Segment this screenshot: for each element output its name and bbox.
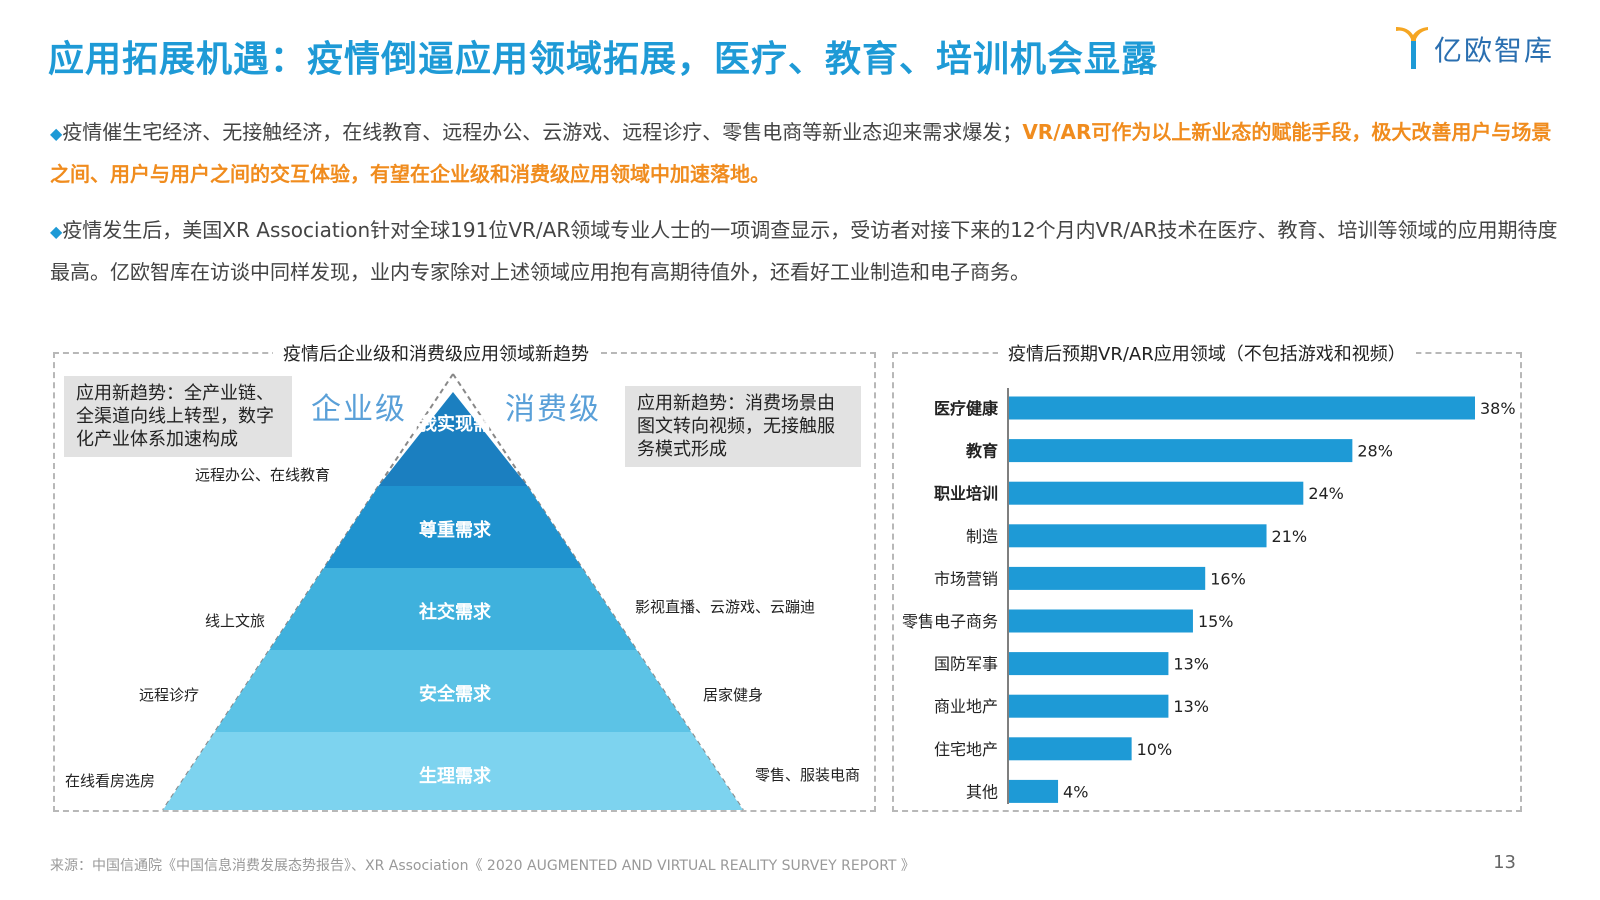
trend-panel: 疫情后企业级和消费级应用领域新趋势 自我实现需求 尊重需求 社交需求 安全需求 … — [53, 340, 876, 812]
bar-4 — [1009, 566, 1206, 590]
pyramid-level-safety — [214, 650, 692, 732]
enterprise-item-3: 远程诊疗 — [139, 686, 200, 704]
enterprise-label: 企业级 — [311, 392, 407, 427]
value-label: 28% — [1357, 442, 1393, 461]
value-label: 4% — [1063, 782, 1088, 801]
bar-2 — [1009, 481, 1304, 505]
pyramid-label-4: 安全需求 — [419, 684, 491, 705]
category-label: 国防军事 — [934, 655, 998, 674]
pyramid-label-2: 尊重需求 — [419, 520, 491, 541]
value-label: 13% — [1173, 655, 1209, 674]
chart-panel: 疫情后预期VR/AR应用领域（不包括游戏和视频） 医疗健康 38% 教育 28% 职业培… — [892, 340, 1522, 812]
trend-panel-title: 疫情后企业级和消费级应用领域新趋势 — [273, 340, 599, 366]
enterprise-item-1: 远程办公、在线教育 — [195, 466, 331, 484]
bar-7 — [1009, 694, 1169, 718]
bar-6 — [1009, 652, 1169, 676]
value-label: 16% — [1210, 569, 1246, 588]
category-label: 零售电子商务 — [902, 612, 998, 631]
category-label: 职业培训 — [934, 484, 998, 503]
value-label: 10% — [1137, 740, 1173, 759]
bar-5 — [1009, 609, 1193, 633]
enterprise-item-4: 在线看房选房 — [65, 772, 156, 790]
category-label: 商业地产 — [934, 697, 998, 716]
category-label: 市场营销 — [934, 569, 998, 588]
paragraph-2-text: 疫情发生后，美国XR Association针对全球191位VR/AR领域专业人… — [50, 218, 1558, 284]
paragraph-1-text: 疫情催生宅经济、无接触经济，在线教育、远程办公、云游戏、远程诊疗、零售电商等新业… — [62, 120, 1023, 144]
consumer-item-1: 影视直播、云游戏、云蹦迪 — [635, 598, 816, 616]
pyramid-level-physiological — [163, 732, 743, 810]
page-title: 应用拓展机遇：疫情倒逼应用领域拓展，医疗、教育、培训机会显露 — [48, 39, 1159, 80]
consumer-trend-box: 应用新趋势：消费场景由图文转向视频，无接触服务模式形成 — [625, 386, 861, 467]
pyramid-right-edge — [452, 373, 744, 811]
bullet-icon: ◆ — [50, 124, 63, 143]
bar-1 — [1009, 439, 1353, 463]
category-label: 制造 — [966, 527, 998, 546]
bar-3 — [1009, 524, 1267, 548]
enterprise-item-2: 线上文旅 — [205, 612, 266, 630]
logo-text: 亿欧智库 — [1433, 34, 1554, 67]
pyramid-level-social — [269, 568, 637, 650]
page-number: 13 — [1493, 852, 1516, 873]
value-label: 13% — [1173, 697, 1209, 716]
brand-logo: 亿欧智库 — [1394, 26, 1554, 72]
category-label: 医疗健康 — [934, 399, 999, 418]
category-label: 其他 — [966, 782, 998, 801]
value-label: 15% — [1198, 612, 1234, 631]
enterprise-trend-box: 应用新趋势：全产业链、全渠道向线上转型，数字化产业体系加速构成 — [64, 376, 292, 457]
pyramid-level-self-actualization — [378, 392, 528, 486]
pyramid-left-edge — [162, 373, 454, 811]
pyramid-label-5: 生理需求 — [419, 766, 491, 787]
value-label: 21% — [1272, 527, 1308, 546]
paragraph-1-highlight: VR/AR可作为以上新业态的赋能手段，极大改善用户与场景之间、用户与用户之间的交… — [50, 120, 1552, 186]
pyramid-label-3: 社交需求 — [419, 602, 491, 623]
category-label: 住宅地产 — [934, 740, 998, 759]
consumer-item-2: 居家健身 — [703, 686, 764, 704]
bar-0 — [1009, 396, 1475, 420]
value-label: 24% — [1308, 484, 1344, 503]
consumer-label: 消费级 — [505, 392, 601, 427]
consumer-item-3: 零售、服装电商 — [755, 766, 861, 784]
bullet-icon: ◆ — [50, 222, 63, 241]
pyramid-level-esteem — [323, 486, 583, 568]
value-label: 38% — [1480, 399, 1516, 418]
paragraph-1: ◆疫情催生宅经济、无接触经济，在线教育、远程办公、云游戏、远程诊疗、零售电商等新… — [50, 112, 1565, 195]
yiou-logo-icon — [1395, 27, 1428, 69]
bar-8 — [1009, 737, 1132, 761]
source-footnote: 来源：中国信通院《中国信息消费发展态势报告》、XR Association《 2… — [50, 858, 915, 874]
chart-title: 疫情后预期VR/AR应用领域（不包括游戏和视频） — [998, 340, 1416, 366]
category-label: 教育 — [966, 442, 998, 461]
paragraph-2: ◆疫情发生后，美国XR Association针对全球191位VR/AR领域专业… — [50, 210, 1565, 293]
bar-9 — [1009, 779, 1059, 803]
pyramid-graphic — [162, 373, 744, 811]
pyramid-label-1: 自我实现需求 — [401, 414, 509, 435]
bar-chart: 医疗健康 38% 教育 28% 职业培训 24% 制造 21% 市场营销 16% 零售电子商务 15%… — [902, 388, 1516, 804]
